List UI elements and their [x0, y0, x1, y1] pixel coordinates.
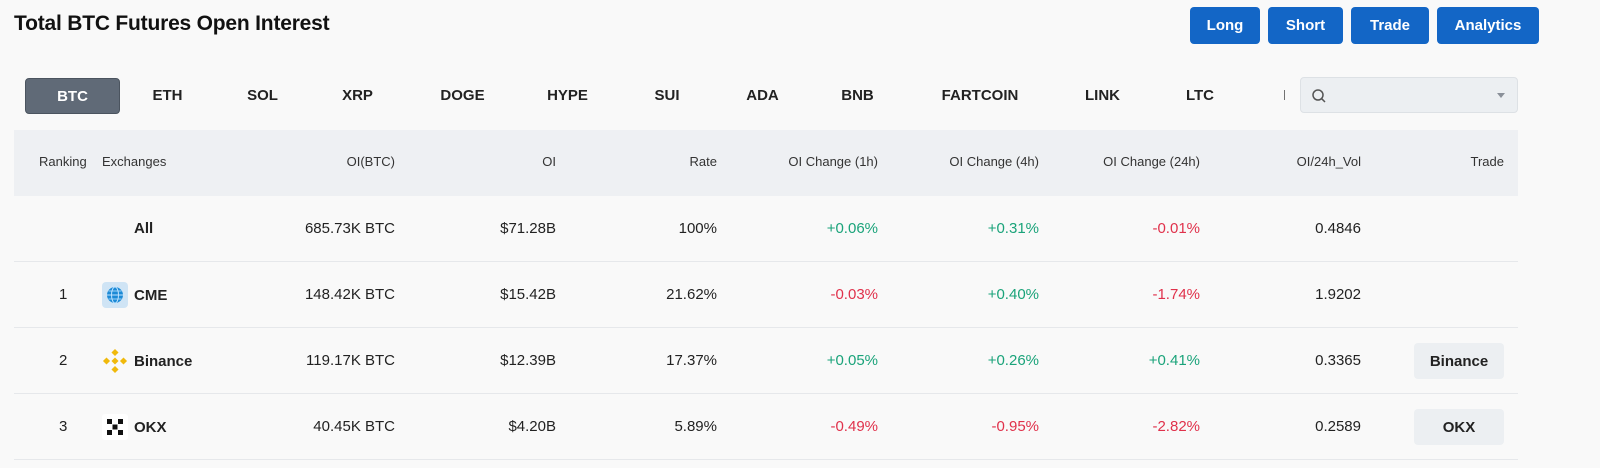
- oi-btc-cell: 40.45K BTC: [313, 418, 395, 435]
- search-icon: [1312, 89, 1326, 103]
- oi-btc-cell: 119.17K BTC: [306, 352, 395, 369]
- okx-icon: [102, 414, 128, 440]
- change-4h-cell: +0.40%: [987, 286, 1039, 303]
- coin-tab-bnb[interactable]: BNB: [841, 87, 874, 104]
- analytics-button[interactable]: Analytics: [1437, 7, 1539, 44]
- coin-tab-sol[interactable]: SOL: [247, 87, 278, 104]
- exchange-name: CME: [134, 286, 168, 304]
- rate-cell: 17.37%: [666, 352, 717, 369]
- change-1h-cell: +0.06%: [826, 220, 878, 237]
- trade-button[interactable]: Trade: [1351, 7, 1429, 44]
- header-exchanges: Exchanges: [102, 154, 167, 169]
- coin-search-select[interactable]: [1300, 77, 1518, 113]
- table-row: All 685.73K BTC $71.28B 100% +0.06% +0.3…: [14, 196, 1518, 262]
- binance-icon: [102, 348, 128, 374]
- change-1h-cell: -0.49%: [830, 418, 878, 435]
- open-interest-table: Ranking Exchanges OI(BTC) OI Rate OI Cha…: [14, 130, 1518, 460]
- rate-cell: 21.62%: [666, 286, 717, 303]
- coin-tab-sui[interactable]: SUI: [654, 87, 680, 104]
- trade-binance-button[interactable]: Binance: [1414, 343, 1504, 379]
- change-24h-cell: -1.74%: [1152, 286, 1200, 303]
- header-trade: Trade: [1470, 154, 1504, 169]
- oi-btc-cell: 148.42K BTC: [304, 286, 395, 303]
- change-24h-cell: -0.01%: [1152, 220, 1200, 237]
- header-oi: OI: [542, 154, 556, 169]
- search-input[interactable]: [1333, 84, 1483, 106]
- rate-cell: 100%: [678, 220, 717, 237]
- coin-tab-fartcoin[interactable]: FARTCOIN: [941, 87, 1019, 104]
- exchange-name: All: [134, 220, 154, 237]
- coin-tab-more[interactable]: F: [1273, 78, 1285, 114]
- header-oi-vol: OI/24h_Vol: [1296, 154, 1361, 169]
- change-1h-cell: -0.03%: [830, 286, 878, 303]
- header-rate: Rate: [689, 154, 717, 169]
- long-button[interactable]: Long: [1190, 7, 1260, 44]
- table-row: 3 OKX 40.45K BTC $4.20B 5.89% -0.49%: [14, 394, 1518, 460]
- page-title: Total BTC Futures Open Interest: [14, 12, 330, 35]
- coin-tab-btc[interactable]: BTC: [25, 78, 120, 114]
- change-4h-cell: +0.26%: [987, 352, 1039, 369]
- change-4h-cell: -0.95%: [991, 418, 1039, 435]
- header-ranking: Ranking: [39, 154, 87, 169]
- oi-vol-cell: 0.4846: [1315, 220, 1361, 237]
- header-change-4h: OI Change (4h): [949, 154, 1039, 169]
- coin-tab-link[interactable]: LINK: [1085, 87, 1120, 104]
- header-oi-btc: OI(BTC): [346, 154, 395, 169]
- coin-tab-xrp[interactable]: XRP: [342, 87, 373, 104]
- exchange-cell[interactable]: OKX: [102, 414, 167, 440]
- coin-tab-hype[interactable]: HYPE: [547, 87, 588, 104]
- oi-cell: $15.42B: [500, 286, 556, 303]
- change-1h-cell: +0.05%: [826, 352, 878, 369]
- exchange-cell[interactable]: CME: [102, 282, 167, 308]
- table-row: 1 CME 148.42K BTC $15.42B 21.62% -0.03% …: [14, 262, 1518, 328]
- oi-vol-cell: 0.2589: [1315, 418, 1361, 435]
- short-button[interactable]: Short: [1268, 7, 1343, 44]
- oi-cell: $12.39B: [500, 352, 556, 369]
- oi-vol-cell: 0.3365: [1315, 352, 1361, 369]
- rank-cell: 1: [59, 286, 68, 303]
- coin-tabs: BTC ETH SOL XRP DOGE HYPE SUI ADA BNB FA…: [25, 78, 1285, 114]
- change-24h-cell: +0.41%: [1148, 352, 1200, 369]
- change-24h-cell: -2.82%: [1152, 418, 1200, 435]
- oi-btc-cell: 685.73K BTC: [304, 220, 395, 237]
- chevron-down-icon: [1497, 93, 1505, 98]
- coin-tab-doge[interactable]: DOGE: [440, 87, 485, 104]
- table-header: Ranking Exchanges OI(BTC) OI Rate OI Cha…: [14, 130, 1518, 196]
- coin-tab-eth[interactable]: ETH: [152, 87, 183, 104]
- oi-vol-cell: 1.9202: [1315, 286, 1361, 303]
- coin-tab-ltc[interactable]: LTC: [1185, 87, 1215, 104]
- exchange-cell[interactable]: Binance: [102, 348, 192, 374]
- change-4h-cell: +0.31%: [987, 220, 1039, 237]
- rank-cell: 2: [59, 352, 68, 369]
- header-change-1h: OI Change (1h): [788, 154, 878, 169]
- exchange-name: OKX: [134, 418, 167, 436]
- oi-cell: $4.20B: [508, 418, 556, 435]
- exchange-name: Binance: [134, 352, 193, 370]
- coin-tab-ada[interactable]: ADA: [746, 87, 779, 104]
- trade-okx-button[interactable]: OKX: [1414, 409, 1504, 445]
- table-row: 2 Binance 119.17K BTC $12.39B 17.37% +0.…: [14, 328, 1518, 394]
- header-change-24h: OI Change (24h): [1103, 154, 1200, 169]
- top-actions: Long Short Trade Analytics: [1190, 7, 1539, 44]
- cme-icon: [102, 282, 128, 308]
- oi-cell: $71.28B: [500, 220, 556, 237]
- rate-cell: 5.89%: [674, 418, 717, 435]
- rank-cell: 3: [59, 418, 68, 435]
